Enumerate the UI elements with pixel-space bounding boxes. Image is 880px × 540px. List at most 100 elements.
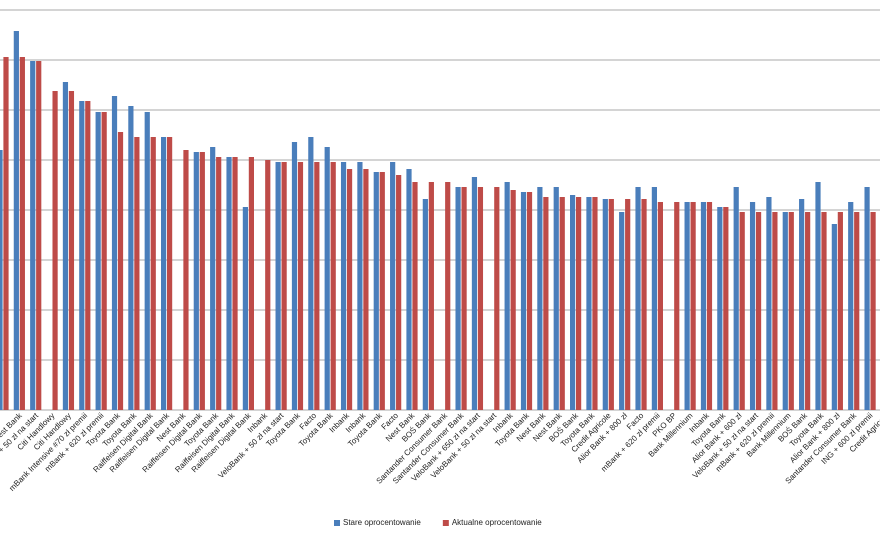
bar xyxy=(226,157,232,410)
bar xyxy=(641,199,647,410)
bar xyxy=(537,187,543,410)
bar xyxy=(363,169,369,410)
bar xyxy=(848,202,854,410)
bar xyxy=(324,147,330,410)
bar xyxy=(406,169,412,410)
bar xyxy=(733,187,739,410)
bar xyxy=(782,212,788,410)
bar xyxy=(85,101,91,410)
bar xyxy=(373,172,379,410)
bar xyxy=(314,162,320,410)
bar xyxy=(651,187,657,410)
bar xyxy=(543,197,549,410)
bar xyxy=(161,137,167,410)
bar xyxy=(379,172,385,410)
bar xyxy=(471,177,478,410)
bar xyxy=(297,162,304,410)
bar xyxy=(788,212,794,410)
bar xyxy=(831,224,837,410)
bar xyxy=(275,162,281,410)
bar xyxy=(128,106,134,410)
bar xyxy=(576,197,582,410)
bar xyxy=(445,182,451,410)
bar xyxy=(755,212,762,410)
bar xyxy=(723,207,729,410)
bar xyxy=(455,187,461,410)
legend-swatch xyxy=(334,520,340,526)
bar xyxy=(390,162,396,410)
bar xyxy=(586,197,592,410)
bar xyxy=(412,182,418,410)
bar xyxy=(193,152,199,410)
bar xyxy=(674,202,680,410)
bar xyxy=(3,57,9,410)
bar xyxy=(62,82,69,410)
bar xyxy=(167,137,173,410)
bar xyxy=(95,112,101,410)
bar xyxy=(635,187,641,410)
legend-swatch xyxy=(442,520,449,526)
bar xyxy=(117,132,124,410)
bars xyxy=(0,31,876,410)
bar xyxy=(340,162,347,410)
bar xyxy=(216,157,222,410)
bar xyxy=(870,212,876,410)
bar xyxy=(553,187,559,410)
bar xyxy=(134,137,140,410)
bar xyxy=(111,96,118,410)
bar xyxy=(101,112,107,410)
bar xyxy=(357,162,363,410)
bar xyxy=(739,212,745,410)
bar xyxy=(570,195,576,410)
bar xyxy=(36,61,42,410)
bar xyxy=(144,112,150,410)
legend-label: Stare oprocentowanie xyxy=(343,518,421,527)
bar xyxy=(821,212,827,410)
bar xyxy=(422,199,428,410)
bar xyxy=(772,212,778,410)
bar xyxy=(308,137,314,410)
bar xyxy=(766,197,772,410)
bar xyxy=(150,137,156,410)
bar xyxy=(749,202,756,410)
legend: Stare oprocentowanie Aktualne oprocentowa… xyxy=(334,518,542,527)
bar xyxy=(805,212,811,410)
bar xyxy=(0,150,3,410)
bar xyxy=(799,199,805,410)
bar xyxy=(183,150,189,410)
bar xyxy=(79,101,85,410)
bar xyxy=(592,197,598,410)
bar xyxy=(657,202,663,410)
bar xyxy=(854,212,860,410)
bar xyxy=(619,212,625,410)
bar xyxy=(625,199,631,410)
bar xyxy=(248,157,254,410)
bar xyxy=(242,207,248,410)
bar xyxy=(717,207,723,410)
bar xyxy=(52,91,58,410)
bar xyxy=(520,192,527,410)
bar xyxy=(30,61,36,410)
bar xyxy=(494,187,500,410)
bar xyxy=(504,182,510,410)
bar xyxy=(559,197,565,410)
bar xyxy=(602,199,608,410)
bar xyxy=(608,199,614,410)
bar xyxy=(690,202,696,410)
bar xyxy=(477,187,484,410)
bar xyxy=(428,182,434,410)
bar xyxy=(330,162,336,410)
legend-label: Aktualne oprocentowanie xyxy=(452,518,542,527)
bar xyxy=(700,202,707,410)
bar xyxy=(281,162,287,410)
bar xyxy=(706,202,713,410)
bar xyxy=(265,160,271,410)
bar xyxy=(19,57,25,410)
bar xyxy=(461,187,467,410)
bar xyxy=(396,175,402,410)
bar xyxy=(199,152,205,410)
bar xyxy=(684,202,690,410)
bar xyxy=(510,190,516,410)
